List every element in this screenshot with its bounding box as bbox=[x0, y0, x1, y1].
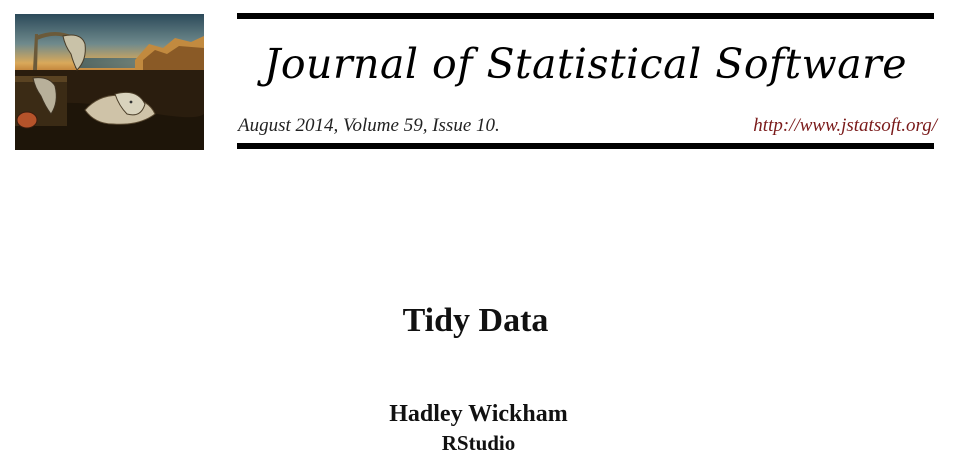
masthead-top-rule bbox=[237, 13, 934, 19]
journal-url-link[interactable]: http://www.jstatsoft.org/ bbox=[753, 115, 937, 136]
author-name: Hadley Wickham bbox=[389, 401, 568, 427]
melting-clocks-icon bbox=[15, 14, 204, 150]
paper-title: Tidy Data bbox=[402, 302, 549, 339]
journal-name: Journal of Statistical Software bbox=[263, 40, 908, 88]
author-affiliation: RStudio bbox=[441, 431, 516, 455]
masthead-bottom-rule bbox=[237, 143, 934, 149]
cover-painting-image bbox=[15, 14, 204, 150]
issue-info: August 2014, Volume 59, Issue 10. bbox=[238, 115, 500, 136]
journal-masthead: Journal of Statistical Software August 2… bbox=[0, 0, 961, 160]
